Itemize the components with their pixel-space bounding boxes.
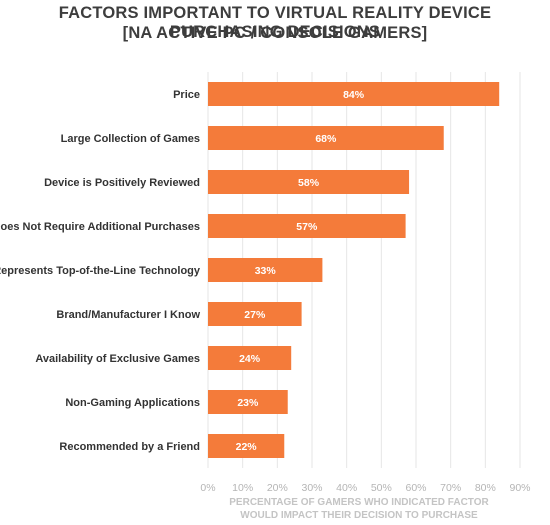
data-label: 23% bbox=[237, 397, 259, 409]
bar bbox=[208, 170, 410, 194]
category-label: Brand/Manufacturer I Know bbox=[56, 309, 200, 321]
category-label: Price bbox=[173, 89, 200, 101]
data-label: 27% bbox=[244, 309, 266, 321]
data-label: 58% bbox=[298, 177, 320, 189]
bar bbox=[208, 434, 285, 458]
x-axis-title: PERCENTAGE OF GAMERS WHO INDICATED FACTO… bbox=[229, 497, 489, 508]
x-tick-label: 10% bbox=[232, 482, 253, 494]
x-tick-label: 90% bbox=[509, 482, 530, 494]
data-label: 33% bbox=[255, 265, 277, 277]
x-tick-label: 50% bbox=[371, 482, 392, 494]
x-axis-title-line2: WOULD IMPACT THEIR DECISION TO PURCHASE bbox=[240, 510, 478, 521]
bar bbox=[208, 346, 292, 370]
x-tick-label: 60% bbox=[405, 482, 426, 494]
category-label: Represents Top-of-the-Line Technology bbox=[0, 265, 201, 277]
data-label: 22% bbox=[236, 441, 258, 453]
bar bbox=[208, 82, 500, 106]
bar bbox=[208, 214, 406, 238]
data-label: 24% bbox=[239, 353, 261, 365]
category-label: Non-Gaming Applications bbox=[65, 397, 200, 409]
category-label: Recommended by a Friend bbox=[59, 441, 200, 453]
bar bbox=[208, 258, 323, 282]
x-tick-label: 30% bbox=[301, 482, 322, 494]
x-tick-label: 70% bbox=[440, 482, 461, 494]
data-label: 68% bbox=[315, 133, 337, 145]
category-label: Large Collection of Games bbox=[61, 133, 200, 145]
bar bbox=[208, 302, 302, 326]
bar bbox=[208, 390, 288, 414]
data-label: 57% bbox=[296, 221, 318, 233]
bar bbox=[208, 126, 444, 150]
x-tick-label: 20% bbox=[267, 482, 288, 494]
category-label: Does Not Require Additional Purchases bbox=[0, 221, 200, 233]
x-tick-label: 0% bbox=[200, 482, 215, 494]
chart-subtitle: [NA ACTIVE PC / CONSOLE GAMERS] bbox=[122, 24, 428, 42]
category-label: Device is Positively Reviewed bbox=[44, 177, 200, 189]
chart-title: FACTORS IMPORTANT TO VIRTUAL REALITY DEV… bbox=[58, 4, 492, 41]
category-label: Availability of Exclusive Games bbox=[35, 353, 200, 365]
data-label: 84% bbox=[343, 89, 365, 101]
x-tick-label: 40% bbox=[336, 482, 357, 494]
x-tick-label: 80% bbox=[475, 482, 496, 494]
